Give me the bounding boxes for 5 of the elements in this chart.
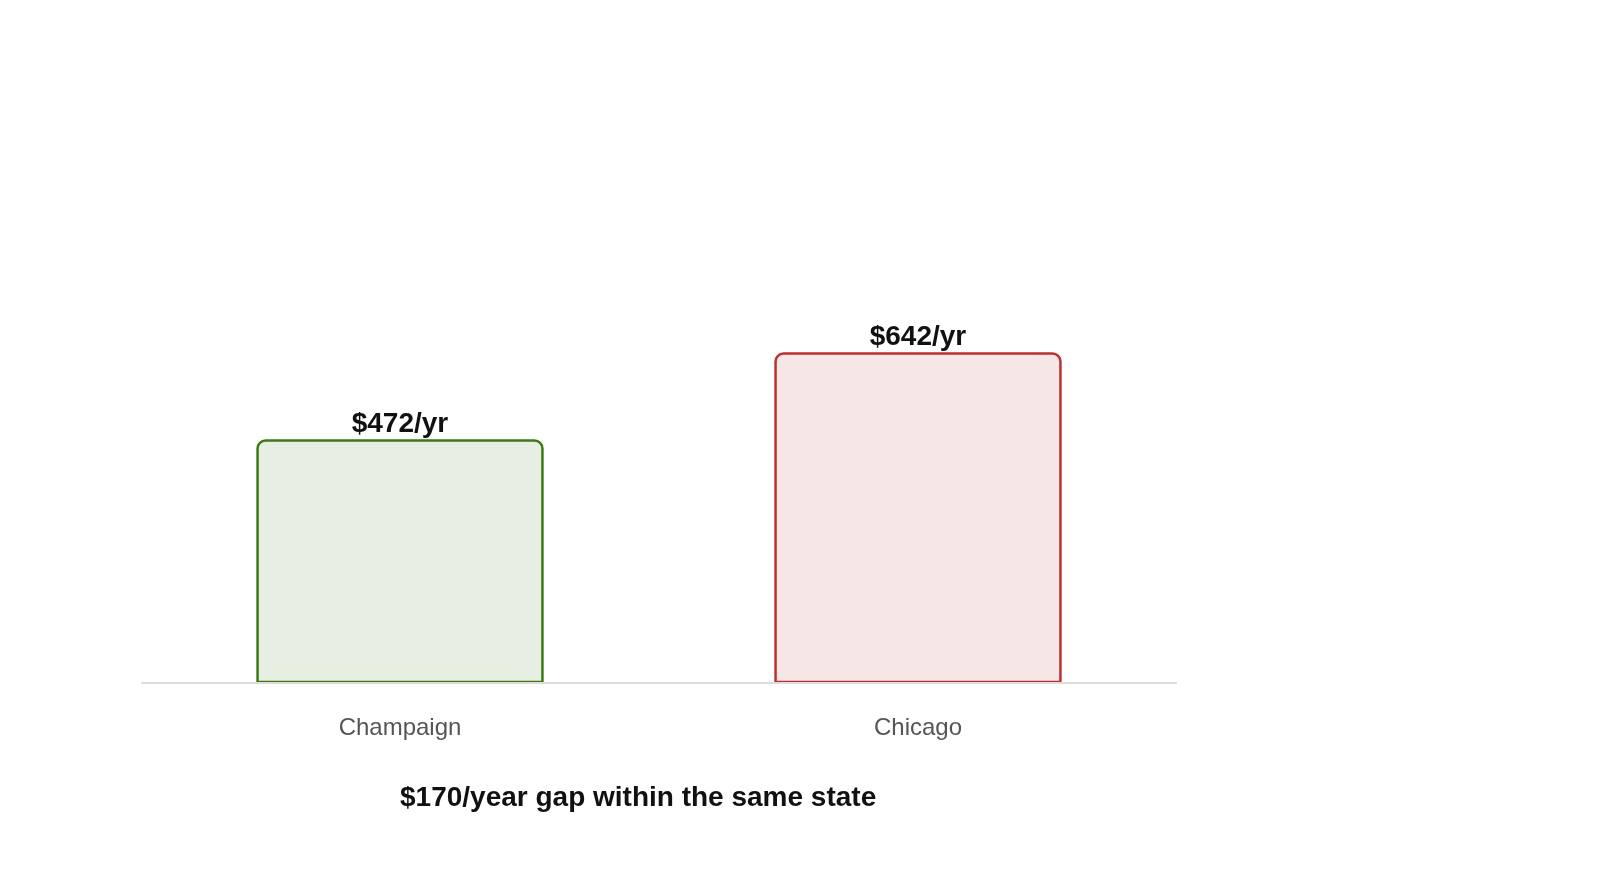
x-tick-label: Champaign [338, 712, 462, 740]
text: $170/year gap within the same state [400, 781, 877, 812]
data-label: $642/yr [869, 319, 967, 351]
x-tick-label: Chicago [873, 712, 963, 740]
data-label: $472/yr [351, 406, 449, 438]
